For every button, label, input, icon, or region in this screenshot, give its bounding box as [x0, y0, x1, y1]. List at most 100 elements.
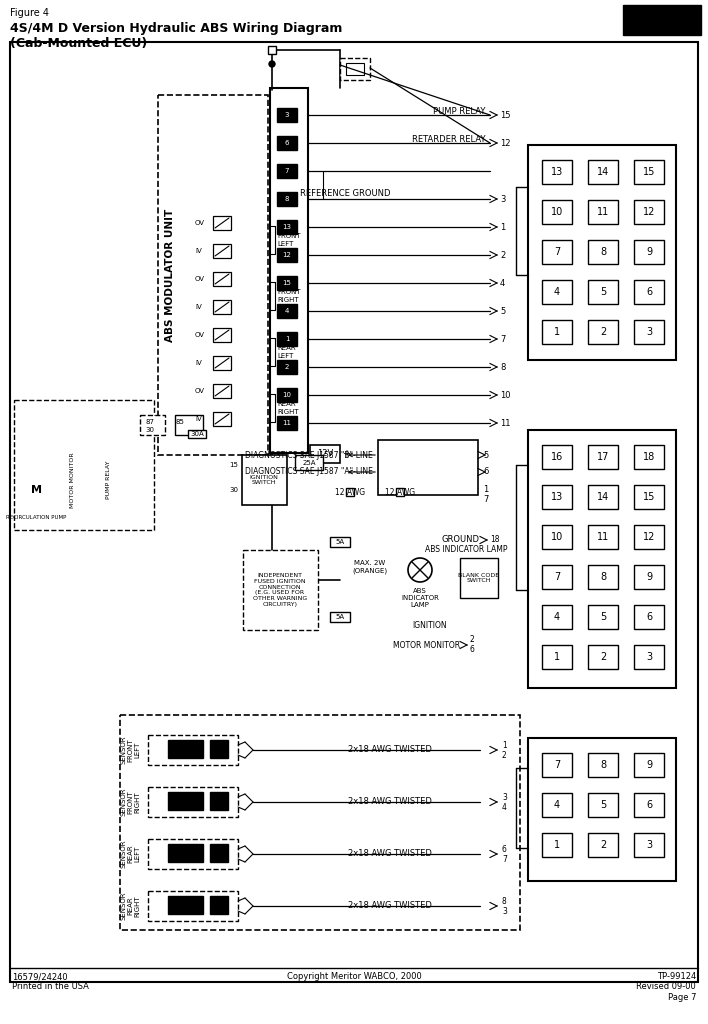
- Bar: [634, 525, 664, 549]
- Bar: [528, 738, 676, 881]
- Text: 7: 7: [285, 168, 290, 174]
- Bar: [542, 645, 572, 669]
- Text: 7: 7: [554, 247, 560, 257]
- Text: 2: 2: [285, 364, 289, 370]
- Text: GROUND: GROUND: [442, 536, 480, 545]
- Text: 14: 14: [597, 167, 609, 177]
- Bar: [588, 485, 618, 509]
- Bar: [634, 485, 664, 509]
- Text: 4: 4: [554, 800, 560, 810]
- Bar: [148, 787, 238, 817]
- Text: 7: 7: [500, 335, 506, 343]
- Text: +: +: [342, 449, 350, 459]
- Text: IV: IV: [195, 248, 202, 254]
- Bar: [634, 280, 664, 304]
- Bar: [148, 839, 238, 869]
- Text: 2: 2: [600, 327, 606, 337]
- Bar: [243, 550, 318, 630]
- Bar: [310, 445, 340, 463]
- Bar: [295, 455, 323, 470]
- Bar: [277, 304, 297, 318]
- Text: CAB: CAB: [634, 8, 690, 32]
- Text: 3: 3: [646, 327, 652, 337]
- Text: 30A: 30A: [190, 431, 204, 437]
- Bar: [634, 160, 664, 184]
- Text: 1: 1: [285, 336, 290, 342]
- Text: OV: OV: [195, 388, 205, 394]
- Text: ABS
INDICATOR
LAMP: ABS INDICATOR LAMP: [401, 588, 439, 608]
- Bar: [168, 792, 203, 810]
- Bar: [213, 384, 231, 398]
- Bar: [588, 240, 618, 264]
- Bar: [542, 319, 572, 344]
- Bar: [634, 753, 664, 777]
- Text: 9: 9: [646, 572, 652, 582]
- Text: 6: 6: [483, 468, 489, 476]
- Bar: [634, 833, 664, 857]
- Bar: [277, 332, 297, 346]
- Text: 11: 11: [597, 207, 609, 217]
- Text: 3: 3: [285, 112, 290, 118]
- Text: 16: 16: [551, 452, 563, 462]
- Text: SENSOR
FRONT
RIGHT: SENSOR FRONT RIGHT: [120, 787, 140, 816]
- Bar: [213, 300, 231, 314]
- Text: 4: 4: [502, 803, 507, 811]
- Text: 4: 4: [554, 612, 560, 622]
- Bar: [542, 485, 572, 509]
- Text: IGNITION: IGNITION: [413, 621, 447, 630]
- Bar: [277, 136, 297, 150]
- Text: 15: 15: [229, 462, 238, 468]
- Text: REFERENCE GROUND: REFERENCE GROUND: [299, 189, 390, 198]
- Bar: [210, 844, 228, 862]
- Bar: [14, 400, 154, 530]
- Text: 6: 6: [470, 645, 475, 654]
- Bar: [460, 558, 498, 598]
- Bar: [634, 200, 664, 224]
- Bar: [120, 715, 520, 930]
- Text: OV: OV: [195, 332, 205, 338]
- Text: 30: 30: [145, 427, 154, 433]
- Text: 8: 8: [500, 362, 506, 372]
- Bar: [542, 525, 572, 549]
- Bar: [268, 46, 276, 54]
- Bar: [634, 445, 664, 469]
- Bar: [542, 793, 572, 817]
- Text: 8: 8: [600, 760, 606, 770]
- Text: 4S/4M D Version Hydraulic ABS Wiring Diagram
(Cab-Mounted ECU): 4S/4M D Version Hydraulic ABS Wiring Dia…: [10, 22, 343, 50]
- Text: DIAGNOSTICS SAE J1587 "B"-LINE: DIAGNOSTICS SAE J1587 "B"-LINE: [245, 451, 373, 460]
- Bar: [588, 833, 618, 857]
- Bar: [542, 200, 572, 224]
- Bar: [634, 319, 664, 344]
- Bar: [588, 645, 618, 669]
- Text: 18: 18: [643, 452, 655, 462]
- Text: 17: 17: [597, 452, 609, 462]
- Bar: [330, 537, 350, 547]
- Bar: [542, 565, 572, 589]
- Text: 12 AWG: 12 AWG: [335, 488, 365, 497]
- Text: 8: 8: [600, 572, 606, 582]
- Bar: [588, 200, 618, 224]
- Bar: [542, 240, 572, 264]
- Bar: [588, 753, 618, 777]
- Bar: [542, 753, 572, 777]
- Text: 5: 5: [483, 451, 489, 460]
- Bar: [277, 193, 297, 206]
- Text: PUMP RELAY: PUMP RELAY: [433, 106, 485, 116]
- Text: BLANK CODE
SWITCH: BLANK CODE SWITCH: [459, 572, 500, 584]
- Bar: [346, 488, 354, 496]
- Bar: [588, 319, 618, 344]
- Bar: [140, 415, 165, 435]
- Text: OV: OV: [195, 220, 205, 226]
- Text: 2: 2: [600, 652, 606, 662]
- Text: 15: 15: [282, 280, 292, 286]
- Bar: [277, 360, 297, 374]
- Text: 13: 13: [551, 492, 563, 502]
- Text: 10: 10: [551, 532, 563, 542]
- Text: 2: 2: [600, 840, 606, 850]
- Text: Copyright Meritor WABCO, 2000: Copyright Meritor WABCO, 2000: [287, 972, 421, 981]
- Text: 10: 10: [551, 207, 563, 217]
- Bar: [158, 95, 268, 455]
- Bar: [588, 525, 618, 549]
- Bar: [588, 160, 618, 184]
- Text: PUMP RELAY: PUMP RELAY: [105, 461, 110, 500]
